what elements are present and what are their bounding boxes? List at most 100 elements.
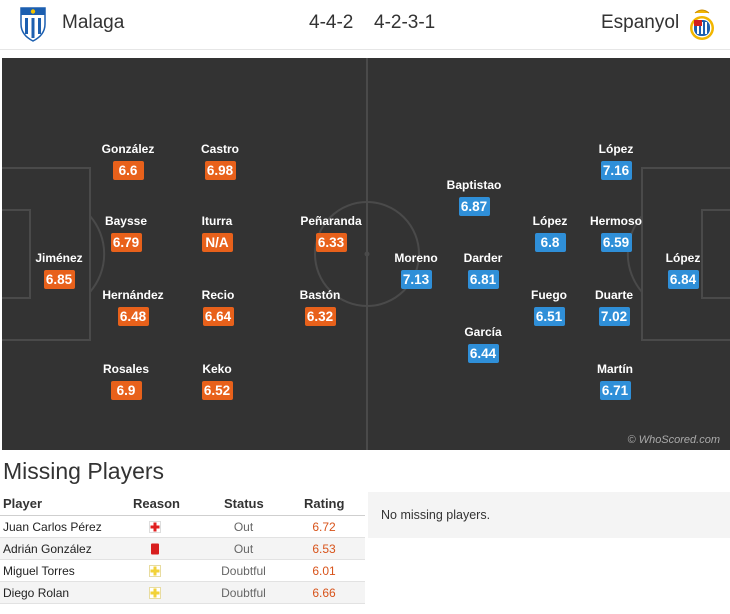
player-name: Iturra: [201, 214, 233, 228]
player-rating: 7.16: [600, 161, 632, 180]
away-player-fuego[interactable]: Fuego 6.51: [509, 288, 589, 326]
missing-player-name[interactable]: Diego Rolan: [3, 586, 70, 600]
missing-player-name[interactable]: Juan Carlos Pérez: [3, 520, 102, 534]
home-team-name[interactable]: Malaga: [62, 12, 125, 33]
whoscored-watermark: © WhoScored.com: [627, 434, 720, 446]
player-name: López: [532, 214, 568, 228]
home-player-jimenez[interactable]: Jiménez 6.85: [19, 251, 99, 289]
player-rating: 6.79: [110, 233, 142, 252]
player-name: Baptistao: [446, 178, 502, 192]
table-row: Juan Carlos Pérez Out 6.72: [0, 516, 365, 538]
no-missing-message: No missing players.: [381, 508, 491, 522]
away-player-hermoso[interactable]: Hermoso 6.59: [576, 214, 656, 252]
player-name: Duarte: [594, 288, 633, 302]
home-player-iturra[interactable]: Iturra N/A: [177, 214, 257, 252]
missing-player-name[interactable]: Adrián González: [3, 542, 92, 556]
player-rating: 6.8: [534, 233, 566, 252]
match-header: Malaga 4-4-2 4-2-3-1 Espanyol: [0, 0, 730, 50]
player-name: Darder: [463, 251, 503, 265]
player-rating: 6.87: [458, 197, 490, 216]
away-player-martin[interactable]: Martín 6.71: [575, 362, 655, 400]
player-name: López: [598, 142, 634, 156]
player-name: Martín: [597, 362, 633, 376]
player-name: Recio: [201, 288, 235, 302]
missing-players-table: Player Reason Status Rating Juan Carlos …: [0, 492, 365, 604]
player-rating: 6.71: [599, 381, 631, 400]
player-rating: 6.48: [117, 307, 149, 326]
player-name: Hernández: [102, 288, 164, 302]
player-name: Rosales: [102, 362, 150, 376]
home-player-castro[interactable]: Castro 6.98: [180, 142, 260, 180]
doubtful-cross-icon: [149, 565, 161, 577]
missing-status: Out: [233, 542, 254, 556]
column-header-player[interactable]: Player: [3, 496, 43, 511]
missing-player-name[interactable]: Miguel Torres: [3, 564, 75, 578]
column-header-status[interactable]: Status: [224, 496, 264, 511]
home-player-hernandez[interactable]: Hernández 6.48: [93, 288, 173, 326]
player-name: Castro: [200, 142, 239, 156]
doubtful-cross-icon: [149, 587, 161, 599]
player-name: Hermoso: [589, 214, 642, 228]
player-rating: N/A: [201, 233, 233, 252]
column-header-reason[interactable]: Reason: [133, 496, 180, 511]
player-name: González: [101, 142, 155, 156]
missing-status: Out: [233, 520, 254, 534]
missing-rating: 6.01: [312, 564, 336, 578]
player-rating: 6.33: [315, 233, 347, 252]
away-player-moreno[interactable]: Moreno 7.13: [376, 251, 456, 289]
player-rating: 6.64: [202, 307, 234, 326]
player-rating: 6.52: [201, 381, 233, 400]
table-header: Player Reason Status Rating: [0, 492, 365, 516]
player-rating: 6.81: [467, 270, 499, 289]
player-rating: 6.32: [304, 307, 336, 326]
injury-cross-icon: [149, 521, 161, 533]
missing-status: Doubtful: [221, 586, 266, 600]
missing-rating: 6.53: [312, 542, 336, 556]
pitch-markings: [2, 58, 730, 450]
home-player-baysse[interactable]: Baysse 6.79: [86, 214, 166, 252]
missing-status: Doubtful: [221, 564, 266, 578]
player-rating: 7.13: [400, 270, 432, 289]
malaga-crest-icon: [20, 7, 46, 42]
away-player-duarte[interactable]: Duarte 7.02: [574, 288, 654, 326]
away-player-darder[interactable]: Darder 6.81: [443, 251, 523, 289]
player-rating: 6.6: [112, 161, 144, 180]
pitch: Jiménez 6.85 González 6.6 Baysse 6.79 He…: [2, 58, 730, 450]
player-name: Baysse: [104, 214, 148, 228]
away-player-lopez-dm[interactable]: López 6.8: [510, 214, 590, 252]
home-player-baston[interactable]: Bastón 6.32: [280, 288, 360, 326]
player-rating: 6.85: [43, 270, 75, 289]
home-player-recio[interactable]: Recio 6.64: [178, 288, 258, 326]
away-player-lopez-gk[interactable]: López 6.84: [643, 251, 723, 289]
missing-rating: 6.72: [312, 520, 336, 534]
player-name: García: [464, 325, 502, 339]
missing-players-title: Missing Players: [3, 458, 165, 484]
espanyol-crest-icon: [690, 9, 714, 40]
player-name: Jiménez: [35, 251, 83, 265]
player-rating: 6.84: [667, 270, 699, 289]
column-header-rating[interactable]: Rating: [304, 496, 345, 511]
table-row: Adrián González Out 6.53: [0, 538, 365, 560]
player-rating: 7.02: [598, 307, 630, 326]
table-row: Miguel Torres Doubtful 6.01: [0, 560, 365, 582]
away-player-lopez-rb[interactable]: López 7.16: [576, 142, 656, 180]
player-name: Moreno: [394, 251, 438, 265]
missing-rating: 6.66: [312, 586, 336, 600]
player-name: López: [665, 251, 701, 265]
player-name: Fuego: [531, 288, 567, 302]
away-missing-panel: No missing players.: [368, 492, 730, 538]
home-player-rosales[interactable]: Rosales 6.9: [86, 362, 166, 400]
home-player-keko[interactable]: Keko 6.52: [177, 362, 257, 400]
table-row: Diego Rolan Doubtful 6.66: [0, 582, 365, 604]
player-name: Peñaranda: [300, 214, 362, 228]
away-player-baptistao[interactable]: Baptistao 6.87: [434, 178, 514, 216]
home-player-gonzalez[interactable]: González 6.6: [88, 142, 168, 180]
home-formation: 4-4-2: [309, 12, 354, 33]
away-player-garcia[interactable]: García 6.44: [443, 325, 523, 363]
home-player-penaranda[interactable]: Peñaranda 6.33: [291, 214, 371, 252]
away-formation: 4-2-3-1: [374, 12, 436, 33]
away-team-name[interactable]: Espanyol: [601, 12, 680, 33]
player-rating: 6.44: [467, 344, 499, 363]
player-rating: 6.51: [533, 307, 565, 326]
player-rating: 6.9: [110, 381, 142, 400]
